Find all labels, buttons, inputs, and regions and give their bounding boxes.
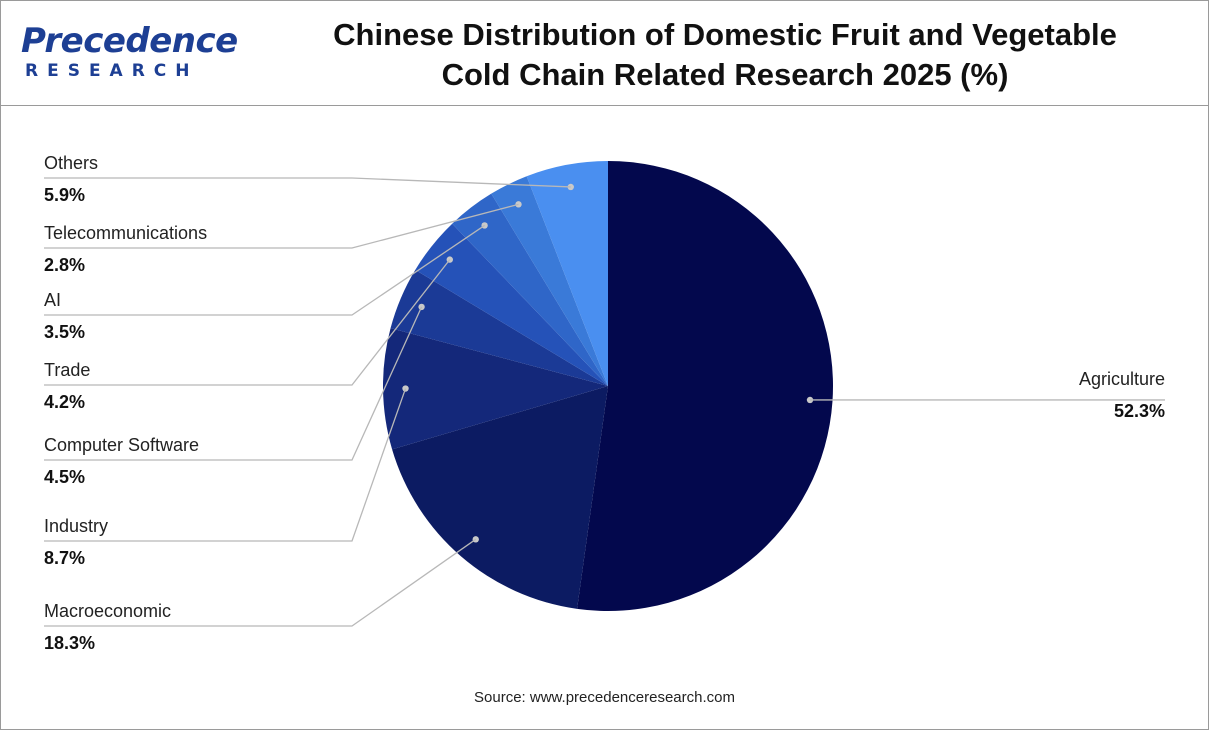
slice-label-trade: Trade — [44, 360, 90, 380]
source-note: Source: www.precedenceresearch.com — [474, 689, 735, 706]
header: Precedence RESEARCH Chinese Distribution… — [1, 1, 1208, 106]
leader-line-macroeconomic — [44, 538, 477, 627]
leader-lines — [44, 177, 1165, 627]
slice-value-macroeconomic: 18.3% — [44, 633, 95, 653]
slice-label-ai: AI — [44, 290, 61, 310]
slice-value-others: 5.9% — [44, 185, 85, 205]
leader-line-computer-software — [44, 306, 423, 461]
slice-value-trade: 4.2% — [44, 392, 85, 412]
pie-slice-others — [526, 161, 608, 386]
leader-line-industry — [44, 388, 407, 542]
slice-value-industry: 8.7% — [44, 548, 85, 568]
brand-logo: Precedence RESEARCH — [21, 21, 238, 87]
pie-slice-telecommunications — [491, 176, 608, 386]
brand-sub: RESEARCH — [25, 61, 199, 81]
pie-slice-industry — [383, 328, 608, 450]
pie-slice-macroeconomic — [392, 386, 608, 609]
slice-value-agriculture: 52.3% — [1114, 401, 1165, 421]
pie-slices — [383, 161, 834, 611]
pie-slice-computer-software — [390, 269, 608, 386]
leader-line-others — [44, 177, 571, 188]
slice-label-agriculture: Agriculture — [1079, 369, 1165, 389]
slice-labels: Agriculture 52.3% Macroeconomic 18.3% Indust… — [44, 153, 1165, 653]
pie-slice-ai — [452, 193, 608, 386]
chart-title: Chinese Distribution of Domestic Fruit a… — [261, 15, 1189, 95]
slice-label-macroeconomic: Macroeconomic — [44, 601, 171, 621]
pie-slice-trade — [415, 223, 608, 386]
slice-label-telecommunications: Telecommunications — [44, 223, 207, 243]
slice-value-computer-software: 4.5% — [44, 467, 85, 487]
slice-value-ai: 3.5% — [44, 322, 85, 342]
slice-value-telecommunications: 2.8% — [44, 255, 85, 275]
chart-title-line-1: Chinese Distribution of Domestic Fruit a… — [333, 17, 1117, 52]
slice-label-computer-software: Computer Software — [44, 435, 199, 455]
leader-line-trade — [44, 259, 451, 386]
brand-name: Precedence — [21, 21, 238, 61]
slice-label-industry: Industry — [44, 516, 108, 536]
leader-line-ai — [44, 224, 485, 316]
slice-label-others: Others — [44, 153, 98, 173]
chart-title-line-2: Cold Chain Related Research 2025 (%) — [441, 57, 1009, 92]
pie-slice-agriculture — [577, 161, 834, 611]
leader-line-telecommunications — [44, 203, 519, 249]
